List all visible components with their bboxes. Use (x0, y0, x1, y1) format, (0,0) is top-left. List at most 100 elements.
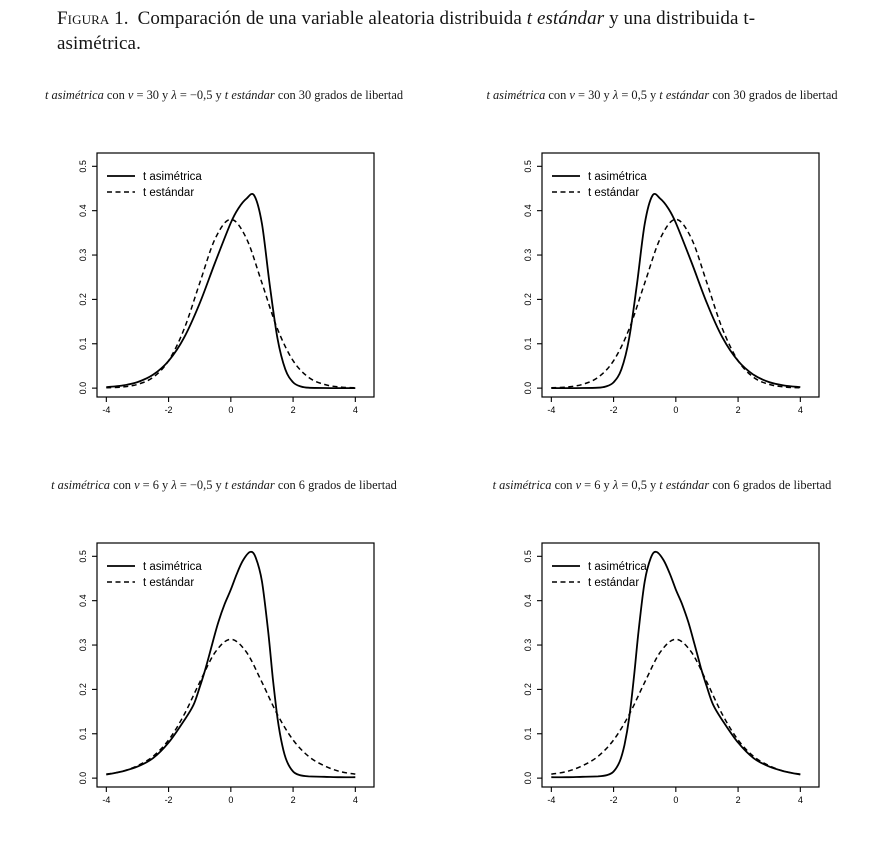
legend-label: t asimétrica (143, 561, 202, 573)
y-axis-tick-label: 0.3 (523, 639, 533, 652)
subplot-title-part: t asimétrica (486, 88, 546, 102)
curve-t-estandar (551, 638, 801, 775)
curve-t-asimetrica (551, 192, 801, 389)
x-axis-tick-label: 2 (291, 405, 296, 415)
y-axis-tick-label: 0.2 (78, 293, 88, 306)
subplot-title-part: t asimétrica (44, 88, 104, 102)
plot-legend: t asimétrica t estándar (552, 561, 647, 589)
x-axis-tick-label: 2 (736, 795, 741, 805)
y-axis-tick-label: 0.1 (523, 338, 533, 351)
plot-svg: -4 -2 0 2 4 0.0 0.1 0.2 0.3 0.4 0.5 t asimétrica t e… (78, 542, 375, 805)
y-axis-tick-label: 0.4 (523, 204, 533, 217)
y-axis-tick-label: 0.0 (523, 382, 533, 395)
x-axis-tick-label: -2 (165, 405, 173, 415)
curve-t-estandar (106, 638, 356, 775)
legend-label: t estándar (143, 187, 194, 199)
x-axis-tick-label: 2 (291, 795, 296, 805)
subplot-title-nu30-lambda-neg05: t asimétrica con ν = 30 y λ = −0,5 y t e… (4, 88, 444, 102)
subplot-title-part: ν (127, 88, 134, 102)
subplot-title-part: con 30 grados de libertad (274, 88, 404, 102)
subplot-title-part: = 6 y (139, 478, 172, 492)
y-axis-tick-label: 0.2 (523, 683, 533, 696)
plot-svg: -4 -2 0 2 4 0.0 0.1 0.2 0.3 0.4 0.5 t asimétrica t e… (78, 152, 375, 415)
plot-svg: -4 -2 0 2 4 0.0 0.1 0.2 0.3 0.4 0.5 t asimétrica t e… (523, 152, 820, 415)
y-axis-tick-label: 0.1 (78, 728, 88, 741)
subplot-canvas-nu30-lambda-neg05: -4 -2 0 2 4 0.0 0.1 0.2 0.3 0.4 0.5 t asimétrica t e… (61, 143, 391, 438)
axis-box (541, 152, 820, 398)
subplot-canvas-nu6-lambda-pos05: -4 -2 0 2 4 0.0 0.1 0.2 0.3 0.4 0.5 t asimétrica t e… (506, 533, 836, 828)
legend-label: t asimétrica (588, 561, 647, 573)
curve-t-estandar (106, 218, 356, 389)
y-axis-tick-label: 0.2 (78, 683, 88, 696)
axis-box (96, 542, 375, 788)
legend-label: t estándar (143, 577, 194, 589)
y-axis-tick-label: 0.1 (78, 338, 88, 351)
subplot-title-part: ν (575, 478, 582, 492)
subplot-title-part: con 30 grados de libertad (709, 88, 838, 102)
y-axis-tick-label: 0.2 (523, 293, 533, 306)
subplot-title-part: = −0,5 y (176, 88, 225, 102)
y-axis-tick-label: 0.5 (78, 160, 88, 173)
subplot-title-part: λ (612, 478, 619, 492)
x-axis-tick-label: -4 (547, 405, 555, 415)
subplot-title-part: ν (134, 478, 140, 492)
y-axis-tick-label: 0.3 (78, 639, 88, 652)
axis-box (96, 152, 375, 398)
x-axis-tick-label: 4 (353, 795, 358, 805)
subplot-title-part: t estándar (224, 478, 275, 492)
y-axis-tick-label: 0.3 (523, 249, 533, 262)
x-axis-tick-label: 4 (798, 795, 803, 805)
caption-part: y una distribuida t-asimétrica. (57, 8, 756, 55)
legend-label: t asimétrica (143, 171, 202, 183)
y-axis-tick-label: 0.3 (78, 249, 88, 262)
x-axis-tick-label: -2 (165, 795, 173, 805)
subplot-title-part: = 30 y (574, 88, 613, 102)
subplot-title-part: t estándar (224, 88, 275, 102)
caption-part: t estándar (526, 8, 605, 29)
y-axis-tick-label: 0.4 (78, 204, 88, 217)
subplot-title-nu6-lambda-neg05: t asimétrica con ν = 6 y λ = −0,5 y t es… (4, 478, 444, 492)
x-axis-tick-label: 0 (228, 795, 233, 805)
y-axis-tick-label: 0.5 (78, 550, 88, 563)
subplot-title-part: con (551, 478, 576, 492)
subplot-title-part: t estándar (659, 478, 710, 492)
subplot-title-nu30-lambda-pos05: t asimétrica con ν = 30 y λ = 0,5 y t es… (442, 88, 882, 102)
subplot-title-part: t estándar (659, 88, 710, 102)
axis-box (541, 542, 820, 788)
subplot-title-part: λ (171, 478, 177, 492)
x-axis-tick-label: -2 (610, 795, 618, 805)
x-axis-tick-label: -4 (102, 405, 110, 415)
subplot-title-part: con (109, 478, 135, 492)
x-axis-tick-label: -2 (610, 405, 618, 415)
subplot-nu6-lambda-neg05: t asimétrica con ν = 6 y λ = −0,5 y t es… (4, 478, 444, 838)
x-axis-tick-label: -4 (547, 795, 555, 805)
caption-part: Comparación de una variable aleatoria di… (137, 8, 527, 29)
y-axis-tick-label: 0.5 (523, 550, 533, 563)
curve-t-asimetrica (551, 550, 801, 779)
y-axis-tick-label: 0.5 (523, 160, 533, 173)
y-axis-tick-label: 0.4 (78, 594, 88, 607)
curve-t-asimetrica (106, 550, 356, 779)
subplot-title-part: con (545, 88, 570, 102)
subplot-title-part: = −0,5 y (176, 478, 225, 492)
plot-legend: t asimétrica t estándar (107, 561, 202, 589)
subplot-title-part: t asimétrica (492, 478, 552, 492)
subplot-title-part: con (103, 88, 128, 102)
subplot-nu6-lambda-pos05: t asimétrica con ν = 6 y λ = 0,5 y t est… (442, 478, 882, 838)
subplot-nu30-lambda-pos05: t asimétrica con ν = 30 y λ = 0,5 y t es… (442, 88, 882, 448)
subplot-title-nu6-lambda-pos05: t asimétrica con ν = 6 y λ = 0,5 y t est… (442, 478, 882, 492)
subplot-title-part: con 6 grados de libertad (709, 478, 832, 492)
plot-legend: t asimétrica t estándar (552, 171, 647, 199)
plot-svg: -4 -2 0 2 4 0.0 0.1 0.2 0.3 0.4 0.5 t asimétrica t e… (523, 542, 820, 805)
x-axis-tick-label: 4 (798, 405, 803, 415)
legend-label: t estándar (588, 187, 639, 199)
legend-label: t asimétrica (588, 171, 647, 183)
subplot-title-part: = 30 y (133, 88, 172, 102)
subplot-canvas-nu30-lambda-pos05: -4 -2 0 2 4 0.0 0.1 0.2 0.3 0.4 0.5 t asimétrica t e… (506, 143, 836, 438)
y-axis-tick-label: 0.1 (523, 728, 533, 741)
y-axis-tick-label: 0.4 (523, 594, 533, 607)
figure-caption-text: Comparación de una variable aleatoria di… (57, 8, 755, 54)
curve-t-asimetrica (106, 192, 356, 389)
x-axis-tick-label: 4 (353, 405, 358, 415)
